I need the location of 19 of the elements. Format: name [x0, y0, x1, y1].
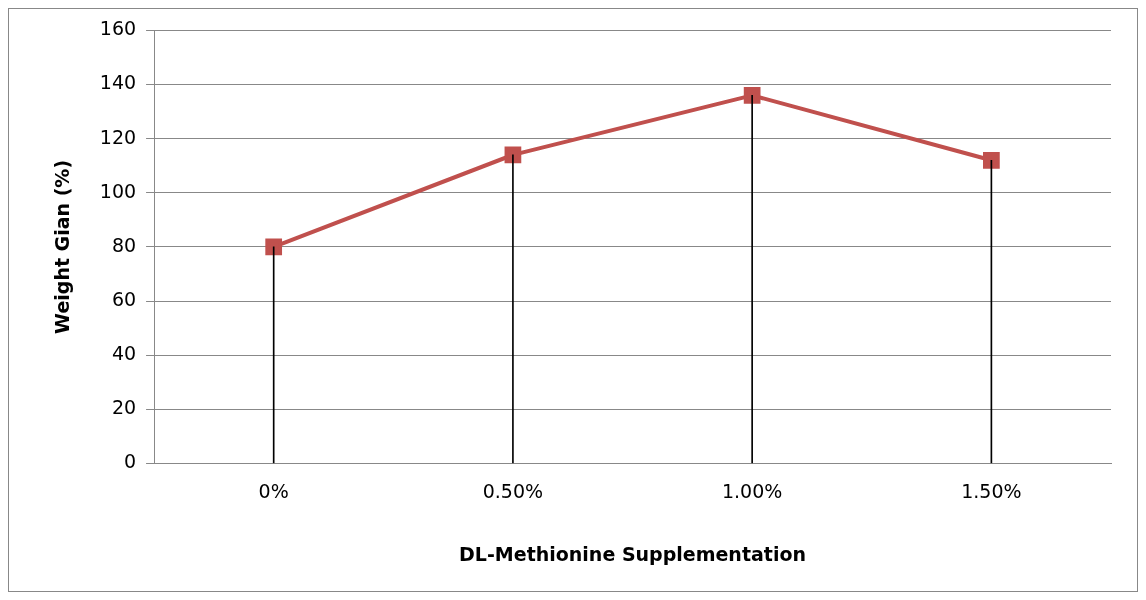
- x-tick-label: 1.50%: [961, 479, 1022, 502]
- y-tick-label: 100: [99, 179, 137, 202]
- point: [743, 86, 761, 104]
- y-tick-label: 60: [111, 287, 137, 310]
- y-tick-label: 120: [99, 125, 137, 148]
- point: [983, 151, 1000, 169]
- y-tick-label: 20: [111, 396, 137, 419]
- y-tick-label: 160: [99, 17, 137, 40]
- y-tick-label: 40: [111, 342, 137, 365]
- x-axis-title: DL-Methionine Supplementation: [459, 542, 806, 565]
- y-tick-label: 80: [111, 233, 137, 256]
- y-tick-label: 0: [123, 450, 137, 473]
- point: [265, 238, 283, 256]
- y-tick-label: 140: [99, 71, 137, 94]
- x-tick-label: 0%: [258, 479, 289, 502]
- x-tick-label: 1.00%: [721, 479, 783, 502]
- x-tick-label: 0.50%: [482, 479, 544, 502]
- point: [504, 146, 522, 164]
- y-axis-title: Weight Gian (%): [51, 159, 74, 334]
